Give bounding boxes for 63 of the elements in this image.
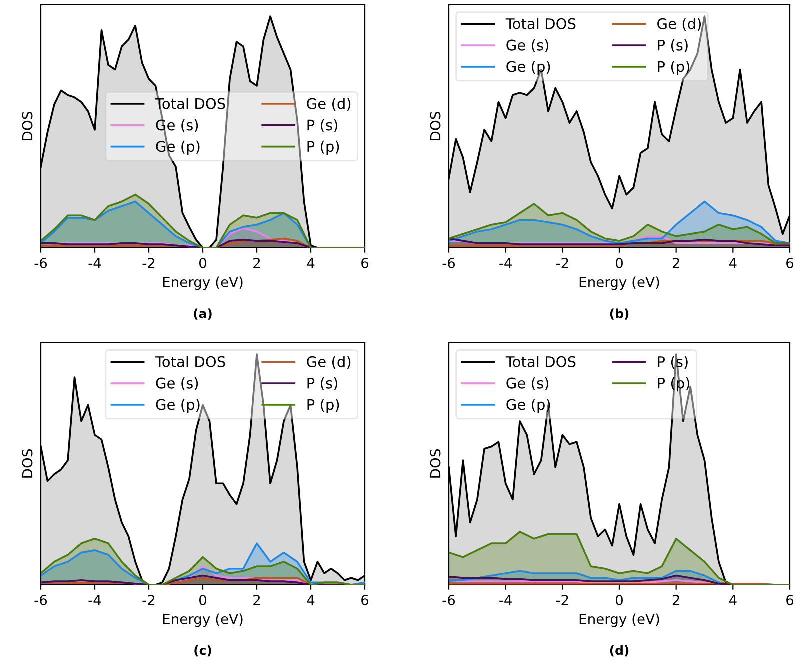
legend-label: P (s) xyxy=(658,356,688,370)
legend-label: Total DOS xyxy=(155,356,226,368)
x-tick-label: 0 xyxy=(199,258,206,268)
x-tick-label: -2 xyxy=(556,594,568,606)
x-tick-label: 4 xyxy=(307,258,315,268)
x-tick-label: -4 xyxy=(88,258,102,268)
x-tick-label: -4 xyxy=(88,595,102,606)
legend-label: Ge (s) xyxy=(156,119,198,132)
x-tick-label: 0 xyxy=(616,258,623,268)
legend-label: P (s) xyxy=(308,119,338,132)
x-tick-label: -6 xyxy=(34,594,48,606)
legend-label: Total DOS xyxy=(155,98,226,110)
legend-label: P (s) xyxy=(658,40,688,53)
legend-label: P (p) xyxy=(658,378,690,392)
x-tick-label: 6 xyxy=(362,594,369,606)
legend-label: Ge (p) xyxy=(156,398,200,414)
x-tick-label: -6 xyxy=(442,258,456,268)
x-tick-label: 2 xyxy=(254,258,260,268)
y-axis-title: DOS xyxy=(22,450,33,478)
legend-label: P (s) xyxy=(308,378,338,391)
legend-label: Ge (s) xyxy=(156,378,198,391)
text: (c) xyxy=(194,646,212,657)
legend-label: Ge (p) xyxy=(506,398,550,414)
x-tick-label: -4 xyxy=(500,258,512,268)
x-tick-label: 6 xyxy=(362,258,369,268)
legend-label: P (p) xyxy=(308,398,340,414)
legend-label: Ge (d) xyxy=(307,356,351,370)
y-axis-title: DOS xyxy=(22,112,33,140)
text: (d) xyxy=(610,646,629,657)
x-tick-label: -2 xyxy=(142,594,155,606)
x-axis-title: Energy (eV) xyxy=(580,276,660,290)
x-tick-label: -6 xyxy=(34,258,48,268)
x-tick-label: -6 xyxy=(442,594,456,606)
legend-label: Ge (d) xyxy=(658,18,702,32)
x-axis-title: Energy (eV) xyxy=(580,614,660,628)
x-tick-label: -2 xyxy=(556,258,568,268)
x-tick-label: -4 xyxy=(500,595,512,606)
y-axis-title: DOS xyxy=(430,112,441,140)
legend-label: Ge (d) xyxy=(307,98,351,112)
legend-label: P (p) xyxy=(658,60,690,76)
text: (b) xyxy=(610,308,629,320)
x-tick-label: 0 xyxy=(616,594,623,606)
x-tick-label: 6 xyxy=(786,258,794,268)
x-tick-label: 0 xyxy=(199,594,206,606)
y-axis-title: DOS xyxy=(430,450,441,478)
legend-label: Ge (p) xyxy=(506,60,550,76)
text: (a) xyxy=(194,308,212,320)
x-axis-title: Energy (eV) xyxy=(163,276,243,290)
x-tick-label: 2 xyxy=(672,594,680,606)
x-tick-label: 6 xyxy=(786,594,794,606)
legend-label: Ge (s) xyxy=(506,378,549,391)
x-tick-label: 2 xyxy=(254,594,260,606)
x-tick-label: -2 xyxy=(142,258,155,268)
x-tick-label: 4 xyxy=(307,595,315,606)
x-tick-label: 4 xyxy=(729,258,737,268)
legend-label: P (p) xyxy=(308,140,340,155)
x-axis-title: Energy (eV) xyxy=(163,614,243,628)
legend-label: Total DOS xyxy=(506,18,576,30)
x-tick-label: 2 xyxy=(672,258,680,268)
legend-label: Total DOS xyxy=(506,356,576,368)
x-tick-label: 4 xyxy=(729,595,737,606)
legend-label: Ge (s) xyxy=(506,40,549,53)
legend-label: Ge (p) xyxy=(156,140,200,155)
